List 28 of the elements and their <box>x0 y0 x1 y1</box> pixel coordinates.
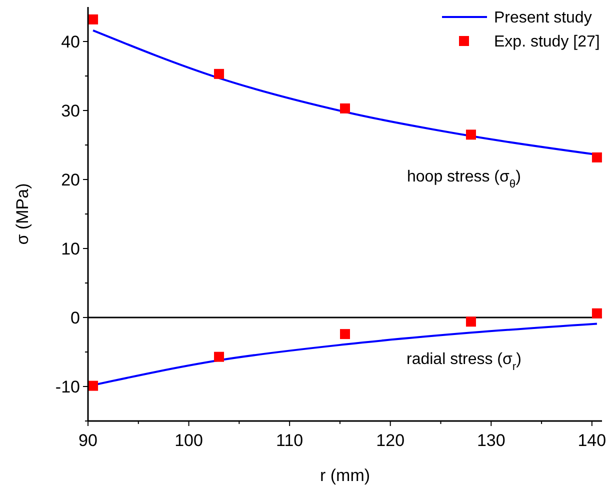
x-tick-label: 120 <box>376 431 405 450</box>
point <box>88 380 98 391</box>
point <box>466 130 476 140</box>
point <box>466 316 476 327</box>
x-tick-label: 90 <box>78 431 98 450</box>
x-tick-label: 110 <box>276 431 304 450</box>
y-tick-label: 20 <box>61 170 80 190</box>
x-tick-label: 100 <box>174 431 203 450</box>
annotation: hoop stress (σ$_{θ}$) <box>407 168 521 190</box>
point <box>592 308 602 318</box>
y-tick-label: 40 <box>61 32 80 52</box>
annotation: radial stress (σ$_{r}$) <box>406 351 522 374</box>
y-tick-label: 30 <box>61 101 80 120</box>
x-tick-label: 130 <box>476 431 506 450</box>
point <box>214 68 224 79</box>
y-tick-label: 10 <box>61 239 80 258</box>
x-tick-label: 140 <box>578 431 606 450</box>
point <box>88 14 98 24</box>
x-axis-title: r (mm) <box>320 466 370 485</box>
point <box>340 329 350 340</box>
legend-label: Exp. study [27] <box>494 34 600 51</box>
y-tick-label: -10 <box>55 377 80 396</box>
point <box>340 103 350 114</box>
point <box>592 152 602 162</box>
y-axis-title: σ (MPa) <box>13 183 32 245</box>
point <box>214 352 224 362</box>
legend-label: Present study <box>494 10 592 27</box>
y-tick-label: 0 <box>70 308 80 328</box>
